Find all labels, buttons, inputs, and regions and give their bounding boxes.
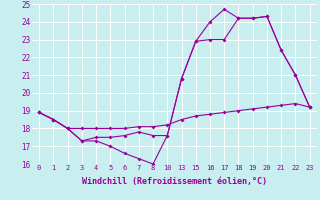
X-axis label: Windchill (Refroidissement éolien,°C): Windchill (Refroidissement éolien,°C) xyxy=(82,177,267,186)
